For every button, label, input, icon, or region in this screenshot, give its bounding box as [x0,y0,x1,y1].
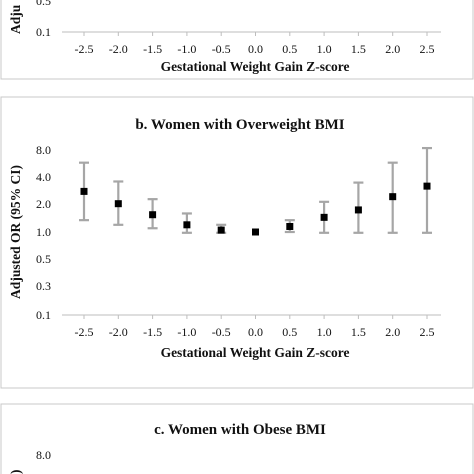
panel-b-y-tick-label: 0.5 [36,252,51,266]
panel-a-y-tick-label: 0.1 [36,25,51,39]
panel-b-x-tick-label: 1.5 [351,325,366,339]
panel-a-x-tick-label: -0.5 [212,42,231,56]
panel-b-or-point [217,226,225,234]
panel-b-x-tick-label: 2.5 [420,325,435,339]
panel-b-y-tick-label: 1.0 [36,225,51,239]
panel-b-y-tick-label: 4.0 [36,170,51,184]
panel-b-or-point [286,222,294,230]
panel-b-frame [0,96,474,389]
panel-b-x-tick-label: 0.5 [282,325,297,339]
panel-b-x-tick-label: -2.5 [75,325,94,339]
panel-b-x-tick-label: -0.5 [212,325,231,339]
panel-b-or-point [80,187,88,195]
panel-b-or-point [114,200,122,208]
panel-b-or-point [389,193,397,201]
panel-a: Adju 0.5 0.1 -2.5 -2.0 -1.5 -1.0 -0.5 0.0 0.5 1… [8,0,441,74]
panel-b-x-tick-label: -1.0 [177,325,196,339]
panel-a-x-tick-label: -1.0 [177,42,196,56]
panel-a-x-tick-label: -2.0 [109,42,128,56]
panel-c-y-tick-label: 8.0 [36,448,51,462]
panel-a-x-tick-label: 2.5 [420,42,435,56]
panel-b-or-point [252,228,259,236]
panel-b-x-label: Gestational Weight Gain Z-score [161,345,350,360]
panel-a-x-tick-label: 0.5 [282,42,297,56]
panel-b-y-tick-label: 0.1 [36,308,51,322]
panel-b-or-point [183,221,191,229]
panel-a-y-tick-label: 0.5 [36,0,51,8]
panel-b-x-tick-label: 1.0 [317,325,332,339]
panel-b-x-tick-label: 2.0 [385,325,400,339]
panel-b-y-tick-label: 0.3 [36,279,51,293]
panel-b-or-point [149,211,157,219]
panel-b-y-label: Adjusted OR (95% CI) [8,165,23,299]
panel-b-x-tick-label: -1.5 [143,325,162,339]
panel-a-x-tick-label: 1.5 [351,42,366,56]
panel-a-frame [0,0,474,80]
panel-b-title: b. Women with Overweight BMI [135,117,344,133]
panel-b-x-tick-label: 0.0 [248,325,263,339]
panel-b-or-point [354,206,362,214]
panel-b-or-point [423,182,431,190]
panel-a-x-tick-label: -2.5 [75,42,94,56]
panel-b-y-tick-label: 2.0 [36,197,51,211]
panel-b-or-point [320,213,328,221]
panel-a-x-tick-label: 1.0 [317,42,332,56]
panel-b: b. Women with Overweight BMI Adjusted OR… [8,117,441,360]
panel-b-x-tick-label: -2.0 [109,325,128,339]
panel-a-x-tick-label: 2.0 [385,42,400,56]
panel-a-x-label: Gestational Weight Gain Z-score [161,59,350,74]
panel-a-x-tick-label: 0.0 [248,42,263,56]
panel-c: c. Women with Obese BMI 8.0 ) [8,422,326,474]
panel-c-title: c. Women with Obese BMI [154,422,326,438]
panel-c-frame [0,403,474,474]
panel-a-x-tick-label: -1.5 [143,42,162,56]
panel-c-y-label: ) [8,470,23,474]
panel-a-y-label: Adju [8,4,23,34]
panel-b-y-tick-label: 8.0 [36,143,51,157]
